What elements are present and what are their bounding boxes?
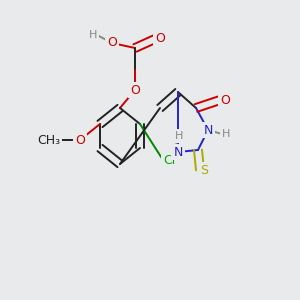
Text: H: H bbox=[88, 30, 97, 40]
Text: O: O bbox=[220, 94, 230, 106]
Text: O: O bbox=[130, 83, 140, 97]
Text: H: H bbox=[222, 129, 230, 139]
Text: O: O bbox=[155, 32, 165, 46]
Text: Cl: Cl bbox=[163, 154, 175, 166]
Text: N: N bbox=[203, 124, 213, 136]
Text: H: H bbox=[175, 131, 183, 141]
Text: N: N bbox=[173, 146, 183, 158]
Text: O: O bbox=[75, 134, 85, 146]
Text: CH₃: CH₃ bbox=[37, 134, 60, 146]
Text: O: O bbox=[107, 37, 117, 50]
Text: S: S bbox=[200, 164, 208, 176]
